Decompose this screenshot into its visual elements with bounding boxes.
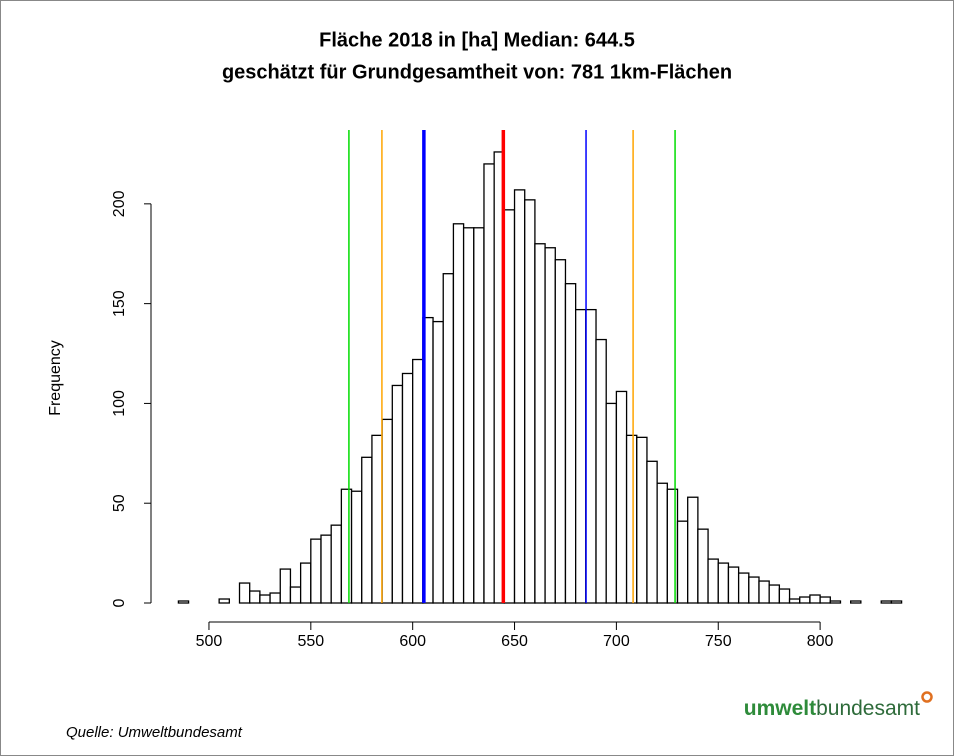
bar bbox=[829, 600, 842, 604]
bar bbox=[432, 320, 444, 604]
bar bbox=[737, 572, 750, 604]
bar bbox=[259, 594, 271, 604]
x-tick-label: 500 bbox=[196, 633, 223, 650]
bar bbox=[636, 436, 648, 604]
bar bbox=[462, 227, 475, 604]
bar bbox=[748, 576, 760, 604]
bar bbox=[310, 538, 322, 604]
x-tick-label: 650 bbox=[501, 633, 528, 650]
bar bbox=[554, 259, 567, 604]
logo-part: umwelt bbox=[744, 697, 816, 720]
bar bbox=[575, 308, 587, 604]
bar bbox=[289, 586, 302, 604]
bar bbox=[605, 402, 618, 604]
y-axis-label: Frequency bbox=[47, 340, 64, 416]
chart-subtitle: geschätzt für Grundgesamtheit von: 781 1… bbox=[222, 61, 732, 83]
bar bbox=[524, 199, 536, 604]
bar bbox=[585, 308, 597, 604]
bar bbox=[809, 594, 821, 604]
bar bbox=[697, 528, 709, 604]
bar bbox=[483, 163, 495, 604]
x-tick-label: 550 bbox=[297, 633, 324, 650]
source: Quelle: Umweltbundesamt bbox=[66, 724, 243, 741]
bar bbox=[727, 566, 740, 604]
bar bbox=[249, 590, 261, 604]
logo-mark bbox=[921, 691, 933, 703]
bar bbox=[778, 588, 791, 604]
bar bbox=[371, 434, 383, 604]
bar bbox=[717, 562, 730, 604]
x-tick-label: 700 bbox=[603, 633, 630, 650]
bar bbox=[269, 592, 281, 604]
bar bbox=[544, 247, 556, 604]
bar bbox=[320, 534, 332, 604]
bar bbox=[646, 460, 658, 604]
bar bbox=[666, 488, 679, 604]
bar bbox=[473, 227, 485, 604]
bar bbox=[758, 580, 770, 604]
bar bbox=[799, 596, 811, 604]
bar bbox=[819, 596, 831, 604]
logo: umweltbundesamt bbox=[744, 697, 920, 720]
logo-part: bundesamt bbox=[816, 697, 920, 720]
bar bbox=[452, 223, 465, 604]
y-tick-label: 50 bbox=[111, 494, 128, 512]
bar bbox=[218, 598, 230, 604]
bar bbox=[391, 384, 404, 604]
bar bbox=[238, 582, 251, 604]
bar bbox=[350, 490, 363, 604]
bar bbox=[707, 558, 719, 604]
bar bbox=[656, 482, 668, 604]
y-tick-label: 0 bbox=[111, 598, 128, 607]
y-tick-label: 150 bbox=[111, 290, 128, 317]
bar bbox=[330, 524, 343, 604]
bar bbox=[676, 520, 689, 604]
bar bbox=[850, 600, 862, 604]
x-tick-label: 600 bbox=[399, 633, 426, 650]
y-tick-label: 100 bbox=[111, 390, 128, 417]
bar bbox=[768, 584, 781, 604]
bar bbox=[503, 209, 516, 604]
bar bbox=[880, 600, 893, 604]
bar bbox=[615, 390, 628, 604]
bar bbox=[340, 488, 353, 604]
bar bbox=[595, 338, 607, 604]
bar bbox=[381, 418, 393, 604]
bar bbox=[442, 273, 455, 604]
bar bbox=[279, 568, 292, 604]
bar bbox=[513, 189, 526, 604]
bar bbox=[625, 434, 638, 604]
bar bbox=[299, 562, 312, 604]
x-tick-label: 800 bbox=[807, 633, 834, 650]
y-tick-label: 200 bbox=[111, 190, 128, 217]
chart-title: Fläche 2018 in [ha] Median: 644.5 bbox=[319, 29, 635, 51]
bar bbox=[534, 243, 546, 604]
bar bbox=[401, 372, 414, 604]
bar bbox=[788, 598, 801, 604]
x-tick-label: 750 bbox=[705, 633, 732, 650]
bar bbox=[412, 358, 424, 604]
bar bbox=[177, 600, 190, 604]
bar bbox=[361, 456, 373, 604]
bar bbox=[890, 600, 903, 604]
bar bbox=[564, 283, 577, 604]
bar bbox=[687, 496, 699, 604]
